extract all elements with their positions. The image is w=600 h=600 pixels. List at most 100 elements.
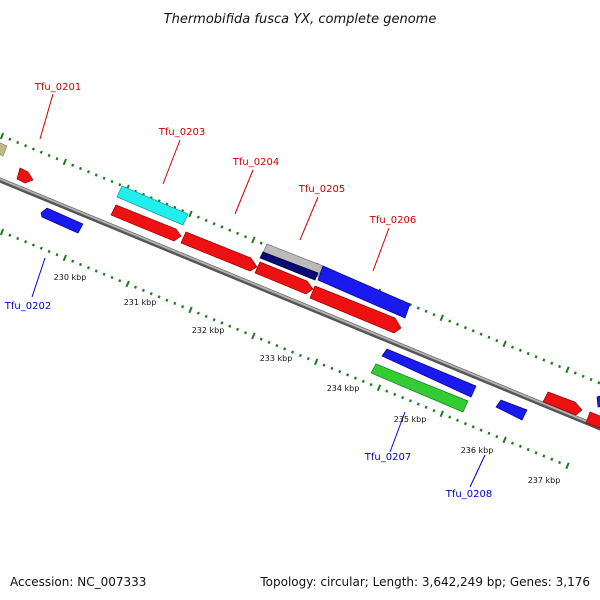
kbp-label: 234 kbp: [327, 384, 360, 393]
gene-label-tfu-0207[interactable]: Tfu_0207: [364, 452, 411, 463]
inner-track-tick: [71, 259, 75, 263]
outer-track-tick: [448, 319, 452, 323]
outer-track-tick: [526, 351, 530, 356]
gene-feature-red-a[interactable]: [110, 204, 182, 242]
inner-track-tick: [204, 314, 208, 319]
outer-track-tick: [558, 364, 562, 369]
outer-track-tick: [510, 345, 515, 349]
inner-track-tick: [401, 395, 405, 400]
gene-label-tfu-0202[interactable]: Tfu_0202: [4, 301, 51, 312]
inner-track-tick: [243, 331, 248, 335]
gene-feature-red-d[interactable]: [542, 391, 583, 416]
outer-track-tick: [62, 158, 68, 166]
outer-track-tick: [565, 366, 570, 374]
outer-track-tick: [502, 340, 507, 348]
outer-track-tick: [424, 309, 428, 313]
gene-label-tfu-0203[interactable]: Tfu_0203: [158, 127, 205, 138]
outer-track-tick: [118, 183, 122, 187]
outer-track-tick: [196, 215, 200, 219]
outer-track-tick: [8, 137, 12, 141]
inner-track-tick: [408, 399, 412, 403]
outer-track-tick: [47, 153, 51, 158]
inner-track-tick: [267, 340, 271, 345]
inner-track-tick: [236, 327, 240, 332]
inner-track-tick: [416, 402, 420, 406]
inner-track-tick: [376, 384, 382, 392]
gene-features: [0, 141, 600, 430]
gene-feature-tfu0208[interactable]: [495, 399, 528, 421]
gene-label-tfu-0205[interactable]: Tfu_0205: [298, 184, 345, 195]
gene-feature-tfu0204[interactable]: [180, 231, 258, 272]
outer-track-tick: [188, 210, 193, 218]
inner-track-tick: [118, 279, 122, 283]
inner-track-tick: [565, 462, 570, 470]
gene-feature-tfu0201[interactable]: [16, 167, 34, 184]
gene-feature-red-b[interactable]: [254, 261, 314, 295]
outer-track-tick: [102, 176, 106, 180]
gene-labels: Tfu_0201 Tfu_0202 Tfu_0203 Tfu_0204 Tfu_0205…: [4, 82, 492, 500]
inner-track-tick: [220, 321, 224, 325]
inner-track-tick: [39, 246, 43, 250]
inner-track-tick: [0, 228, 5, 236]
genome-summary-text: Topology: circular; Length: 3,642,249 bp…: [259, 575, 590, 589]
outer-track-tick: [534, 355, 538, 359]
inner-track-tick: [322, 363, 326, 367]
gene-feature-tfu0206[interactable]: [317, 265, 411, 319]
inner-track-tick: [173, 301, 177, 306]
inner-track-tick: [94, 269, 98, 273]
inner-track-tick: [502, 436, 507, 444]
outer-track-tick: [463, 325, 467, 330]
kbp-label: 230 kbp: [54, 273, 87, 282]
kbp-label: 236 kbp: [461, 446, 494, 455]
inner-track-tick: [346, 373, 350, 377]
outer-track-tick: [487, 335, 491, 339]
inner-track-tick: [510, 441, 515, 445]
inner-track-tick: [78, 262, 83, 267]
outer-track-tick: [55, 157, 59, 161]
inner-track-tick: [369, 382, 373, 387]
outer-track-tick: [220, 225, 224, 229]
inner-track-tick: [558, 460, 562, 465]
gene-label-tfu-0208[interactable]: Tfu_0208: [445, 489, 492, 500]
outer-track-tick: [110, 179, 114, 184]
outer-track-tick: [86, 170, 90, 174]
inner-track-tick: [102, 272, 106, 276]
gene-label-tfu-0201[interactable]: Tfu_0201: [34, 82, 81, 93]
inner-track-tick: [550, 457, 554, 461]
gene-feature-edge-blue[interactable]: [596, 395, 600, 408]
outer-track-tick: [204, 218, 208, 223]
outer-track-tick: [0, 132, 5, 140]
outer-track-tick: [228, 228, 232, 232]
kbp-label: 232 kbp: [192, 326, 225, 335]
kbp-label: 231 kbp: [124, 298, 157, 307]
inner-track-tick: [47, 249, 51, 254]
gene-feature-red-c[interactable]: [309, 285, 402, 334]
gene-feature-olive[interactable]: [0, 141, 8, 157]
inner-track-tick: [8, 233, 12, 237]
inner-track-tick: [212, 318, 216, 322]
gene-feature-tfu0203[interactable]: [116, 185, 189, 226]
kbp-label: 235 kbp: [394, 415, 427, 424]
gene-feature-tfu0202[interactable]: [40, 207, 84, 234]
gene-feature-red-e[interactable]: [585, 411, 600, 430]
kbp-label: 233 kbp: [260, 354, 293, 363]
kbp-label: 237 kbp: [528, 476, 561, 485]
outer-track-tick: [243, 235, 248, 239]
inner-track-tick: [62, 254, 68, 262]
outer-track-tick: [71, 163, 75, 167]
gene-label-tfu-0204[interactable]: Tfu_0204: [232, 157, 279, 168]
inner-track-tick: [141, 288, 145, 293]
gene-label-tfu-0206[interactable]: Tfu_0206: [369, 215, 416, 226]
gene-feature-navy[interactable]: [259, 251, 319, 281]
gene-feature-tfu0207[interactable]: [370, 363, 469, 413]
inner-track-tick: [157, 295, 161, 299]
inner-track-tick: [361, 379, 365, 384]
inner-track-tick: [338, 369, 342, 374]
outer-track-tick: [24, 144, 28, 148]
inner-track-tick: [526, 447, 530, 452]
inner-track-tick: [133, 285, 138, 289]
outer-track-tick: [550, 361, 554, 365]
outer-track-tick: [581, 374, 585, 378]
gene-feature-blue-b[interactable]: [381, 348, 477, 398]
inner-track-tick: [259, 337, 263, 341]
